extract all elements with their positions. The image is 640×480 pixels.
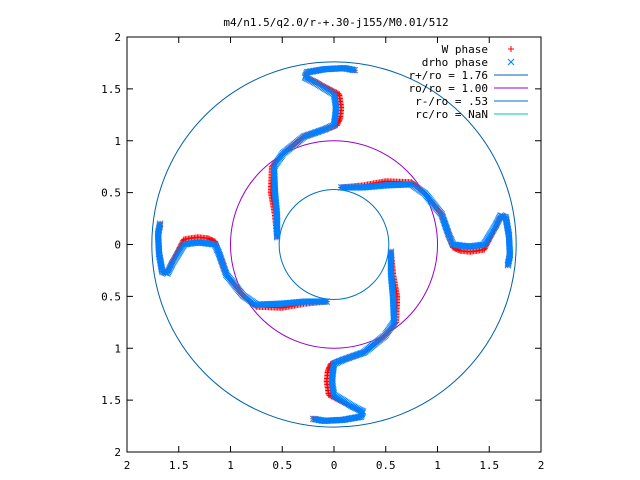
x-tick-label: 1 <box>434 459 441 472</box>
point-mark <box>483 242 490 249</box>
series-points <box>154 64 514 425</box>
y-tick-label: 0 <box>114 239 121 252</box>
y-tick-label: 0.5 <box>101 187 121 200</box>
point-mark <box>507 58 515 66</box>
x-tick-labels: 2 1.5 1 0.5 0 0.5 1 1.5 2 <box>124 459 545 472</box>
x-tick-label: 1.5 <box>479 459 499 472</box>
reference-circles <box>151 61 517 428</box>
point-mark <box>508 46 514 52</box>
x-tick-label: 1.5 <box>169 459 189 472</box>
axis-ticks <box>126 36 542 453</box>
circle-series <box>151 61 517 428</box>
x-tick-label: 2 <box>124 459 131 472</box>
x-tick-label: 2 <box>538 459 545 472</box>
y-tick-labels: 2 1.5 1 0.5 0 0.5 1 1.5 2 <box>101 31 121 459</box>
point-mark <box>156 221 164 229</box>
point-mark <box>178 240 185 247</box>
y-tick-label: 1 <box>114 342 121 355</box>
y-tick-label: 2 <box>114 446 121 459</box>
y-tick-label: 0.5 <box>101 290 121 303</box>
point-mark <box>329 394 336 401</box>
point-mark <box>309 415 317 423</box>
y-tick-label: 1 <box>114 135 121 148</box>
x-tick-label: 1 <box>227 459 234 472</box>
point-mark <box>311 415 319 423</box>
y-tick-label: 1.5 <box>101 394 121 407</box>
point-mark <box>332 88 339 95</box>
legend-label: ro/ro = 1.00 <box>409 82 488 95</box>
point-mark <box>349 66 357 74</box>
y-tick-label: 2 <box>114 31 121 44</box>
circle-series <box>278 189 390 300</box>
legend-label: r-/ro = .53 <box>415 95 488 108</box>
point-mark <box>504 260 512 268</box>
circle-series <box>230 140 438 349</box>
point-mark <box>351 66 359 74</box>
data-points <box>154 64 514 425</box>
point-mark <box>156 220 164 228</box>
legend-label: rc/ro = NaN <box>415 108 488 121</box>
point-mark <box>504 261 512 269</box>
legend-label: r+/ro = 1.76 <box>409 69 488 82</box>
x-tick-label: 0.5 <box>272 459 292 472</box>
chart-title: m4/n1.5/q2.0/r-+.30-j155/M0.01/512 <box>223 16 448 29</box>
legend-label: W phase <box>442 43 488 56</box>
y-tick-label: 1.5 <box>101 83 121 96</box>
x-tick-label: 0.5 <box>376 459 396 472</box>
x-tick-label: 0 <box>331 459 338 472</box>
legend-label: drho phase <box>422 56 488 69</box>
